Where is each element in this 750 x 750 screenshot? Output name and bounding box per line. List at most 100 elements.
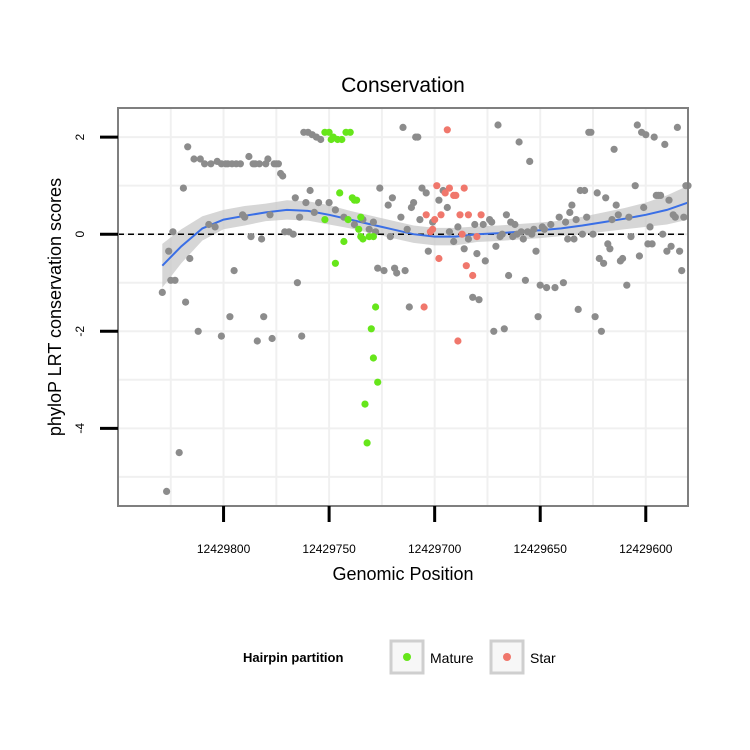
- data-point-other: [574, 305, 582, 313]
- legend-entry-star: Star: [489, 639, 556, 675]
- data-point-other: [597, 327, 606, 335]
- legend-key-star-dot: [503, 653, 511, 661]
- data-point-other: [614, 211, 622, 219]
- data-point-other: [581, 186, 589, 195]
- legend-label-star: Star: [530, 650, 556, 666]
- data-point-other: [380, 267, 388, 275]
- data-point-other: [587, 128, 595, 136]
- data-point-other: [414, 133, 422, 141]
- data-point-mature: [355, 225, 363, 233]
- data-point-other: [627, 233, 635, 241]
- data-point-other: [296, 213, 304, 221]
- data-point-other: [559, 279, 568, 287]
- legend-entry-mature: Mature: [389, 639, 474, 675]
- data-point-star: [443, 126, 451, 134]
- data-point-other: [551, 284, 559, 292]
- data-point-star: [422, 211, 430, 219]
- data-point-mature: [325, 128, 333, 136]
- data-point-other: [393, 269, 401, 277]
- data-point-other: [279, 172, 287, 180]
- data-point-other: [165, 247, 173, 255]
- data-point-other: [619, 254, 627, 263]
- data-point-other: [500, 325, 508, 333]
- data-point-other: [315, 199, 323, 207]
- data-point-other: [175, 449, 183, 457]
- data-point-other: [410, 199, 418, 207]
- data-point-other: [676, 247, 684, 255]
- data-point-other: [401, 267, 409, 275]
- data-point-other: [469, 293, 477, 301]
- data-point-other: [608, 216, 616, 224]
- data-point-mature: [367, 325, 375, 333]
- data-point-star: [464, 211, 472, 219]
- data-point-star: [473, 233, 481, 241]
- data-point-other: [595, 254, 603, 263]
- data-point-other: [196, 155, 204, 163]
- data-point-star: [460, 184, 468, 192]
- data-point-other: [502, 211, 510, 219]
- data-point-other: [602, 194, 610, 202]
- data-point-other: [648, 240, 656, 248]
- data-point-star: [477, 211, 485, 219]
- data-point-other: [397, 213, 405, 221]
- data-point-other: [591, 313, 599, 321]
- data-point-other: [182, 298, 190, 306]
- data-point-other: [207, 160, 215, 168]
- data-point-other: [201, 160, 209, 168]
- data-point-other: [663, 247, 671, 255]
- data-point-other: [511, 220, 519, 229]
- data-point-other: [365, 225, 373, 233]
- data-point-mature: [321, 216, 329, 224]
- data-point-mature: [369, 354, 377, 362]
- data-point-star: [458, 230, 466, 238]
- data-point-other: [350, 220, 358, 229]
- data-point-other: [633, 121, 641, 129]
- data-point-other: [536, 281, 544, 289]
- data-point-other: [540, 225, 549, 233]
- data-point-mature: [336, 189, 344, 197]
- data-point-other: [494, 121, 502, 129]
- data-point-other: [306, 186, 314, 195]
- data-point-other: [534, 313, 542, 321]
- data-points: [158, 121, 692, 495]
- x-tick-label: 12429650: [514, 542, 568, 556]
- data-point-other: [479, 220, 487, 229]
- data-point-star: [437, 211, 445, 219]
- data-point-other: [671, 213, 679, 221]
- data-point-mature: [361, 400, 369, 408]
- x-tick-label: 12429600: [619, 542, 673, 556]
- data-point-other: [255, 160, 263, 168]
- data-point-other: [298, 332, 306, 340]
- data-point-other: [325, 199, 333, 207]
- data-point-other: [564, 235, 572, 243]
- chart-title: Conservation: [341, 74, 465, 97]
- data-point-other: [572, 216, 580, 224]
- data-point-other: [416, 216, 424, 224]
- data-point-other: [657, 191, 665, 199]
- data-point-other: [593, 189, 601, 197]
- data-point-other: [665, 196, 673, 204]
- data-point-star: [456, 211, 464, 219]
- data-point-star: [431, 216, 439, 224]
- data-point-other: [264, 155, 272, 163]
- data-point-star: [469, 271, 477, 280]
- data-point-other: [481, 257, 489, 265]
- data-point-other: [515, 138, 523, 146]
- data-point-other: [310, 208, 318, 216]
- data-point-other: [583, 213, 591, 221]
- data-point-other: [589, 230, 597, 238]
- legend-label-mature: Mature: [430, 650, 474, 666]
- data-point-star: [462, 262, 470, 270]
- data-point-other: [374, 264, 382, 272]
- data-point-star: [435, 254, 443, 263]
- data-point-other: [473, 250, 481, 258]
- data-point-other: [532, 247, 540, 255]
- y-tick-label: 2: [73, 133, 87, 140]
- data-point-mature: [372, 303, 380, 311]
- panel-background: [118, 108, 688, 506]
- x-axis-title: Genomic Position: [332, 564, 473, 584]
- data-point-other: [236, 160, 244, 168]
- y-tick-label: 0: [73, 231, 87, 238]
- data-point-other: [464, 235, 472, 243]
- data-point-mature: [357, 213, 365, 221]
